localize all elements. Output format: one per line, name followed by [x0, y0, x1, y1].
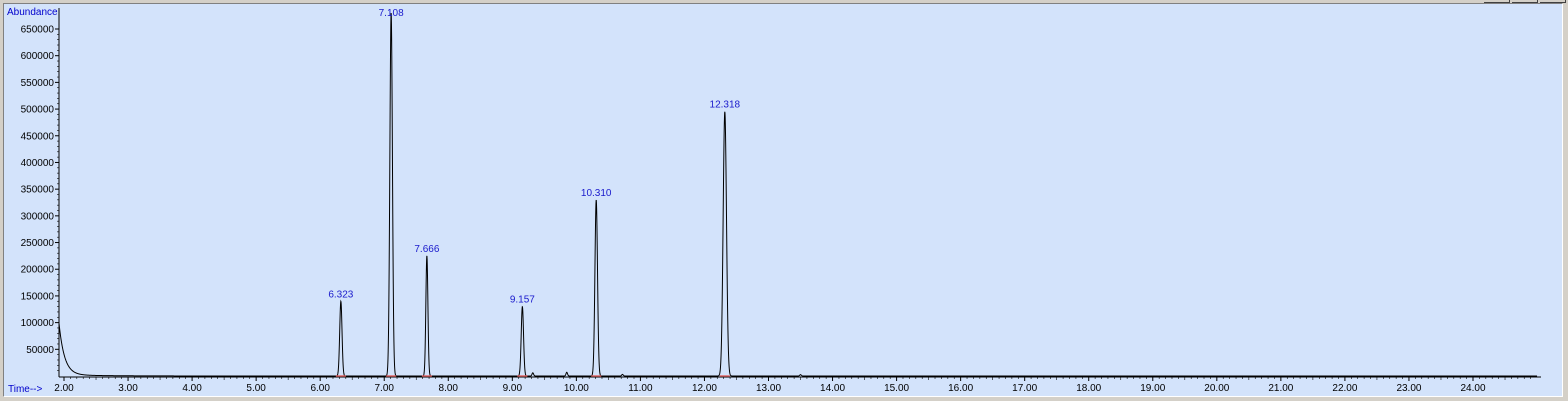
y-axis-title: Abundance	[7, 7, 58, 18]
peak-label-6.323: 6.323	[328, 289, 353, 300]
y-tick-label-450000: 450000	[21, 131, 55, 142]
axes-layer	[58, 8, 1541, 378]
trace-layer	[58, 12, 1538, 377]
peak-label-7.108: 7.108	[379, 8, 404, 19]
y-tick-label-350000: 350000	[21, 185, 55, 196]
y-tick-label-250000: 250000	[21, 238, 55, 249]
x-tick-label-13: 13.00	[756, 383, 781, 394]
x-tick-label-9: 9.00	[503, 383, 523, 394]
x-tick-label-12: 12.00	[692, 383, 717, 394]
x-tick-label-24: 24.00	[1460, 383, 1485, 394]
x-tick-label-15: 15.00	[884, 383, 909, 394]
chromatogram-chart: 50000 100000 150000 200000 250000 300000 35000…	[7, 7, 1541, 395]
x-tick-label-20: 20.00	[1204, 383, 1229, 394]
y-tick-label-300000: 300000	[21, 211, 55, 222]
chromatogram-trace	[58, 12, 1538, 377]
x-tick-label-10: 10.00	[564, 383, 589, 394]
x-tick-label-6: 6.00	[310, 383, 330, 394]
y-tick-label-400000: 400000	[21, 158, 55, 169]
x-axis-title: Time-->	[8, 384, 43, 395]
x-tick-label-23: 23.00	[1396, 383, 1421, 394]
x-tick-label-16: 16.00	[948, 383, 973, 394]
x-tick-label-19: 19.00	[1140, 383, 1165, 394]
x-tick-label-18: 18.00	[1076, 383, 1101, 394]
y-tick-label-500000: 500000	[21, 105, 55, 116]
x-tick-label-2: 2.00	[54, 383, 74, 394]
y-tick-label-550000: 550000	[21, 78, 55, 89]
x-tick-label-21: 21.00	[1268, 383, 1293, 394]
y-tick-label-150000: 150000	[21, 291, 55, 302]
y-tick-label-650000: 650000	[21, 25, 55, 36]
x-tick-label-17: 17.00	[1012, 383, 1037, 394]
chromatogram-plot-panel[interactable]: 50000 100000 150000 200000 250000 300000 35000…	[3, 3, 1563, 397]
close-button[interactable]	[1540, 0, 1566, 3]
x-tick-label-8: 8.00	[439, 383, 459, 394]
y-tick-label-50000: 50000	[26, 345, 54, 356]
x-tick-label-4: 4.00	[182, 383, 202, 394]
peak-label-10.310: 10.310	[581, 188, 612, 199]
x-tick-label-7: 7.00	[374, 383, 394, 394]
x-tick-label-14: 14.00	[820, 383, 845, 394]
peak-label-12.318: 12.318	[710, 100, 741, 111]
y-tick-label-600000: 600000	[21, 51, 55, 62]
peak-label-7.666: 7.666	[414, 244, 439, 255]
x-tick-label-11: 11.00	[628, 383, 653, 394]
window-controls	[1484, 0, 1566, 3]
x-tick-label-22: 22.00	[1332, 383, 1357, 394]
peak-label-9.157: 9.157	[510, 295, 535, 306]
x-tick-label-5: 5.00	[246, 383, 266, 394]
maximize-button[interactable]	[1512, 0, 1538, 3]
y-tick-label-100000: 100000	[21, 318, 55, 329]
ticks-layer: 50000 100000 150000 200000 250000 300000 35000…	[21, 25, 1531, 394]
x-tick-label-3: 3.00	[118, 383, 138, 394]
y-tick-label-200000: 200000	[21, 265, 55, 276]
peak-labels-layer: 6.323 7.108 7.666 9.157 10.310 12.318	[328, 8, 740, 306]
minimize-button[interactable]	[1484, 0, 1510, 3]
